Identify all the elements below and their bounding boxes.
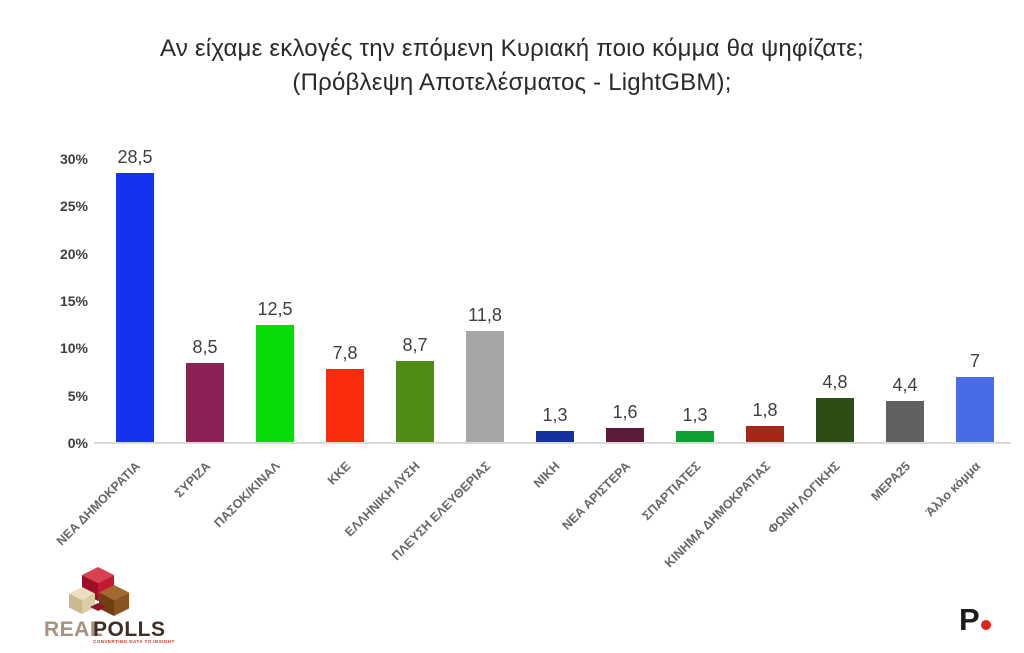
x-category-label: Άλλο κόμμα (922, 459, 983, 520)
bar-slot: 1,6 ΝΕΑ ΑΡΙΣΤΕΡΑ (559, 159, 660, 533)
realpolls-logo: REAL POLLS CONVERTING DATA TO INSIGHT (36, 563, 176, 647)
bar-value-label: 1,8 (752, 399, 778, 420)
p-logo-dot-icon (980, 620, 991, 630)
y-tick-label: 20% (59, 245, 88, 262)
bar-slot: 1,3 ΣΠΑΡΤΙΑΤΕΣ (639, 159, 730, 523)
chart-title-line2: (Πρόβλεψη Αποτελέσματος - LightGBM); (292, 69, 732, 96)
bar-slot: 4,8 ΦΩΝΗ ΛΟΓΙΚΗΣ (765, 159, 870, 537)
bar-slot: 11,8 ΠΛΕΥΣΗ ΕΛΕΥΘΕΡΙΑΣ (389, 159, 520, 563)
bar (466, 331, 504, 443)
realpolls-cubes-icon: REAL POLLS CONVERTING DATA TO INSIGHT (44, 567, 175, 644)
x-category-label: ΠΑΣΟΚ/ΚΙΝΑΛ (211, 459, 283, 531)
bar (256, 324, 294, 443)
x-category-label: ΝΕΑ ΑΡΙΣΤΕΡΑ (559, 459, 633, 533)
y-tick-label: 5% (67, 387, 88, 404)
bar-value-label: 7 (969, 350, 980, 371)
bar-value-label: 8,5 (192, 336, 218, 357)
bar-value-label: 4,4 (892, 375, 918, 396)
bar-value-label: 28,5 (117, 147, 153, 168)
bar-value-label: 1,3 (682, 404, 708, 425)
bar (186, 362, 224, 443)
x-category-label: ΣΥΡΙΖΑ (171, 459, 213, 501)
bar-chart-plot-area: 0% 5% 10% 15% 20% 25% 30% 28,5 ΝΕΑ ΔΗΜΟΚΡΑΤΙΑ 8,… (54, 147, 1011, 570)
bar-value-label: 7,8 (332, 343, 358, 364)
bar (326, 369, 364, 443)
bar-slot: 4,4 ΜΕΡΑ25 (868, 159, 940, 504)
bar (116, 173, 154, 443)
bar (886, 401, 924, 443)
x-category-label: ΣΠΑΡΤΙΑΤΕΣ (638, 459, 703, 524)
p-logo: P (959, 602, 991, 638)
chart-title-line1: Αν είχαμε εκλογές την επόμενη Κυριακή πο… (160, 35, 864, 62)
bar-value-label: 1,3 (542, 404, 568, 425)
bar (676, 430, 714, 443)
x-axis-baseline (94, 442, 1011, 444)
bar (606, 427, 644, 443)
p-logo-letter: P (959, 602, 980, 637)
y-tick-label: 0% (67, 435, 88, 451)
bar-slot: 7 Άλλο κόμμα (923, 159, 1010, 519)
bar-value-label: 12,5 (257, 298, 293, 319)
y-tick-label: 25% (59, 198, 88, 215)
bar-slot: 1,3 ΝΙΚΗ (520, 159, 590, 491)
x-category-label: ΦΩΝΗ ΛΟΓΙΚΗΣ (765, 459, 843, 537)
x-category-label: ΕΛΛΗΝΙΚΗ ΛΥΣΗ (342, 459, 423, 540)
bar-slot: 28,5 ΝΕΑ ΔΗΜΟΚΡΑΤΙΑ (54, 147, 170, 548)
bar (746, 425, 784, 443)
bar-value-label: 4,8 (822, 371, 848, 392)
x-category-label: ΜΕΡΑ25 (868, 459, 913, 504)
realpolls-text-polls: POLLS (93, 618, 166, 641)
bar-value-label: 1,6 (612, 401, 638, 422)
bar-slot: 8,5 ΣΥΡΙΖΑ (170, 159, 240, 500)
bar-slot: 7,8 ΚΚΕ (310, 159, 380, 488)
realpolls-tagline: CONVERTING DATA TO INSIGHT (93, 639, 175, 644)
x-category-label: ΚΚΕ (324, 459, 353, 488)
x-category-label: ΝΙΚΗ (531, 459, 563, 491)
bar (396, 360, 434, 443)
bar-value-label: 8,7 (402, 334, 428, 355)
bar-slot: 1,8 ΚΙΝΗΜΑ ΔΗΜΟΚΡΑΤΙΑΣ (662, 159, 800, 570)
bar (956, 376, 994, 443)
bar-slot: 12,5 ΠΑΣΟΚ/ΚΙΝΑΛ (212, 159, 310, 530)
bar-slot: 8,7 ΕΛΛΗΝΙΚΗ ΛΥΣΗ (343, 159, 450, 539)
bar (536, 430, 574, 443)
chart-title: Αν είχαμε εκλογές την επόμενη Κυριακή πο… (0, 32, 1024, 100)
y-tick-label: 10% (59, 340, 88, 357)
y-tick-label: 15% (59, 293, 88, 309)
x-category-label: ΝΕΑ ΔΗΜΟΚΡΑΤΙΑ (53, 459, 143, 549)
bar (816, 397, 854, 443)
bar-value-label: 11,8 (468, 305, 502, 326)
realpolls-text-real: REAL (44, 618, 103, 641)
y-tick-label: 30% (59, 151, 88, 167)
